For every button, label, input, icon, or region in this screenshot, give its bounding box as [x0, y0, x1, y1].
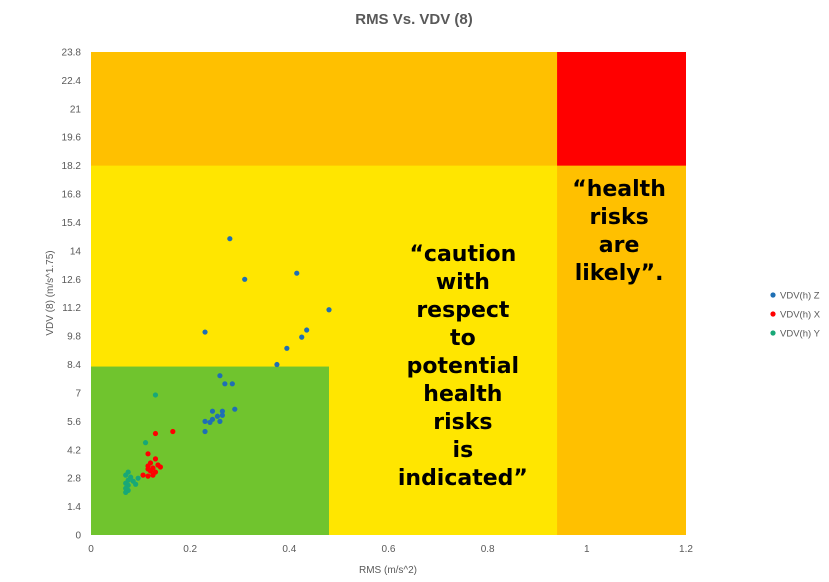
data-point-vdv-h-z	[227, 236, 233, 242]
health-risks-annotation-line: risks	[589, 205, 648, 230]
y-axis-title: VDV (8) (m/s^1.75)	[45, 250, 56, 335]
y-tick-label: 22.4	[62, 76, 82, 87]
legend-marker	[770, 311, 776, 317]
x-tick-label: 0.4	[282, 544, 296, 555]
caution-annotation-line: risks	[433, 410, 492, 435]
legend-label: VDV(h) Y	[780, 329, 821, 340]
x-tick-label: 0.6	[382, 544, 396, 555]
y-tick-label: 23.8	[62, 48, 82, 59]
health-risks-annotation-line: “health	[572, 177, 666, 202]
legend-label: VDV(h) Z	[780, 291, 820, 302]
caution-annotation-line: with	[436, 270, 490, 295]
axes: 01.42.84.25.678.49.811.212.61415.416.818…	[62, 48, 694, 556]
data-point-vdv-h-x	[170, 428, 176, 435]
data-point-vdv-h-z	[202, 428, 208, 435]
zone-annotations: “caution with respect to potential health risk…	[398, 177, 666, 491]
y-tick-label: 19.6	[62, 133, 82, 144]
caution-annotation-line: “caution	[409, 242, 516, 267]
y-tick-label: 14	[70, 246, 82, 257]
caution-annotation-line: is	[453, 438, 474, 463]
y-tick-label: 15.4	[62, 218, 82, 229]
caution-annotation-line: potential	[407, 354, 519, 379]
data-point-vdv-h-z	[219, 412, 225, 418]
chart-title: RMS Vs. VDV (8)	[355, 11, 473, 28]
data-point-vdv-h-z	[222, 381, 228, 387]
data-point-vdv-h-y	[123, 489, 129, 495]
caution-annotation-line: respect	[416, 298, 510, 323]
caution-annotation-line: to	[450, 326, 476, 351]
x-tick-label: 0.2	[183, 544, 197, 555]
data-point-vdv-h-z	[219, 408, 225, 414]
data-point-vdv-h-y	[123, 472, 129, 478]
background-zones	[91, 52, 686, 535]
data-point-vdv-h-x	[150, 472, 156, 478]
data-point-vdv-h-z	[217, 418, 223, 424]
y-tick-label: 2.8	[67, 474, 81, 485]
data-point-vdv-h-y	[135, 475, 141, 481]
data-point-vdv-h-z	[284, 345, 290, 351]
health-risks-annotation-line: likely”.	[575, 261, 664, 286]
health-risks-annotation-line: are	[599, 233, 640, 258]
data-point-vdv-h-y	[152, 392, 159, 398]
data-point-vdv-h-x	[152, 430, 159, 437]
y-tick-label: 4.2	[67, 445, 81, 456]
data-point-vdv-h-x	[152, 456, 159, 462]
data-point-vdv-h-z	[242, 276, 248, 282]
y-tick-label: 12.6	[62, 275, 82, 286]
y-tick-label: 18.2	[62, 161, 82, 172]
y-tick-label: 7	[75, 388, 81, 399]
x-tick-label: 1.2	[679, 544, 693, 555]
data-point-vdv-h-x	[145, 473, 151, 479]
data-point-vdv-h-z	[202, 329, 208, 335]
data-point-vdv-h-x	[147, 468, 154, 474]
x-tick-label: 0	[88, 544, 94, 555]
red-zone	[557, 52, 686, 166]
data-point-vdv-h-z	[299, 334, 305, 340]
legend: VDV(h) Z VDV(h) X VDV(h) Y	[770, 291, 821, 340]
y-tick-label: 11.2	[62, 303, 81, 314]
y-tick-label: 16.8	[62, 190, 82, 201]
data-point-vdv-h-z	[229, 381, 235, 387]
data-point-vdv-h-y	[142, 440, 149, 446]
legend-marker	[770, 330, 776, 336]
data-point-vdv-h-y	[133, 481, 139, 487]
data-point-vdv-h-z	[207, 419, 213, 425]
x-axis-title: RMS (m/s^2)	[359, 565, 417, 576]
data-point-vdv-h-z	[304, 327, 310, 333]
y-tick-label: 5.6	[67, 417, 81, 428]
legend-marker	[770, 292, 776, 298]
y-tick-label: 21	[70, 104, 82, 115]
y-tick-label: 8.4	[67, 360, 81, 371]
legend-label: VDV(h) X	[780, 310, 821, 321]
data-points	[123, 236, 332, 495]
x-tick-label: 1	[584, 544, 590, 555]
data-point-vdv-h-z	[209, 408, 216, 414]
y-tick-label: 9.8	[67, 332, 81, 343]
data-point-vdv-h-z	[217, 373, 223, 379]
data-point-vdv-h-z	[214, 413, 221, 419]
data-point-vdv-h-z	[326, 307, 332, 313]
data-point-vdv-h-x	[140, 472, 146, 478]
data-point-vdv-h-z	[274, 361, 280, 368]
data-point-vdv-h-x	[157, 464, 164, 470]
y-tick-label: 0	[75, 531, 81, 542]
green-zone	[91, 366, 329, 535]
x-tick-label: 0.8	[481, 544, 495, 555]
caution-annotation-line: health	[423, 382, 502, 407]
data-point-vdv-h-z	[202, 418, 208, 424]
y-tick-label: 1.4	[67, 502, 81, 513]
data-point-vdv-h-x	[145, 451, 151, 457]
data-point-vdv-h-z	[232, 406, 238, 412]
caution-annotation-line: indicated”	[398, 466, 528, 491]
data-point-vdv-h-z	[294, 270, 300, 276]
